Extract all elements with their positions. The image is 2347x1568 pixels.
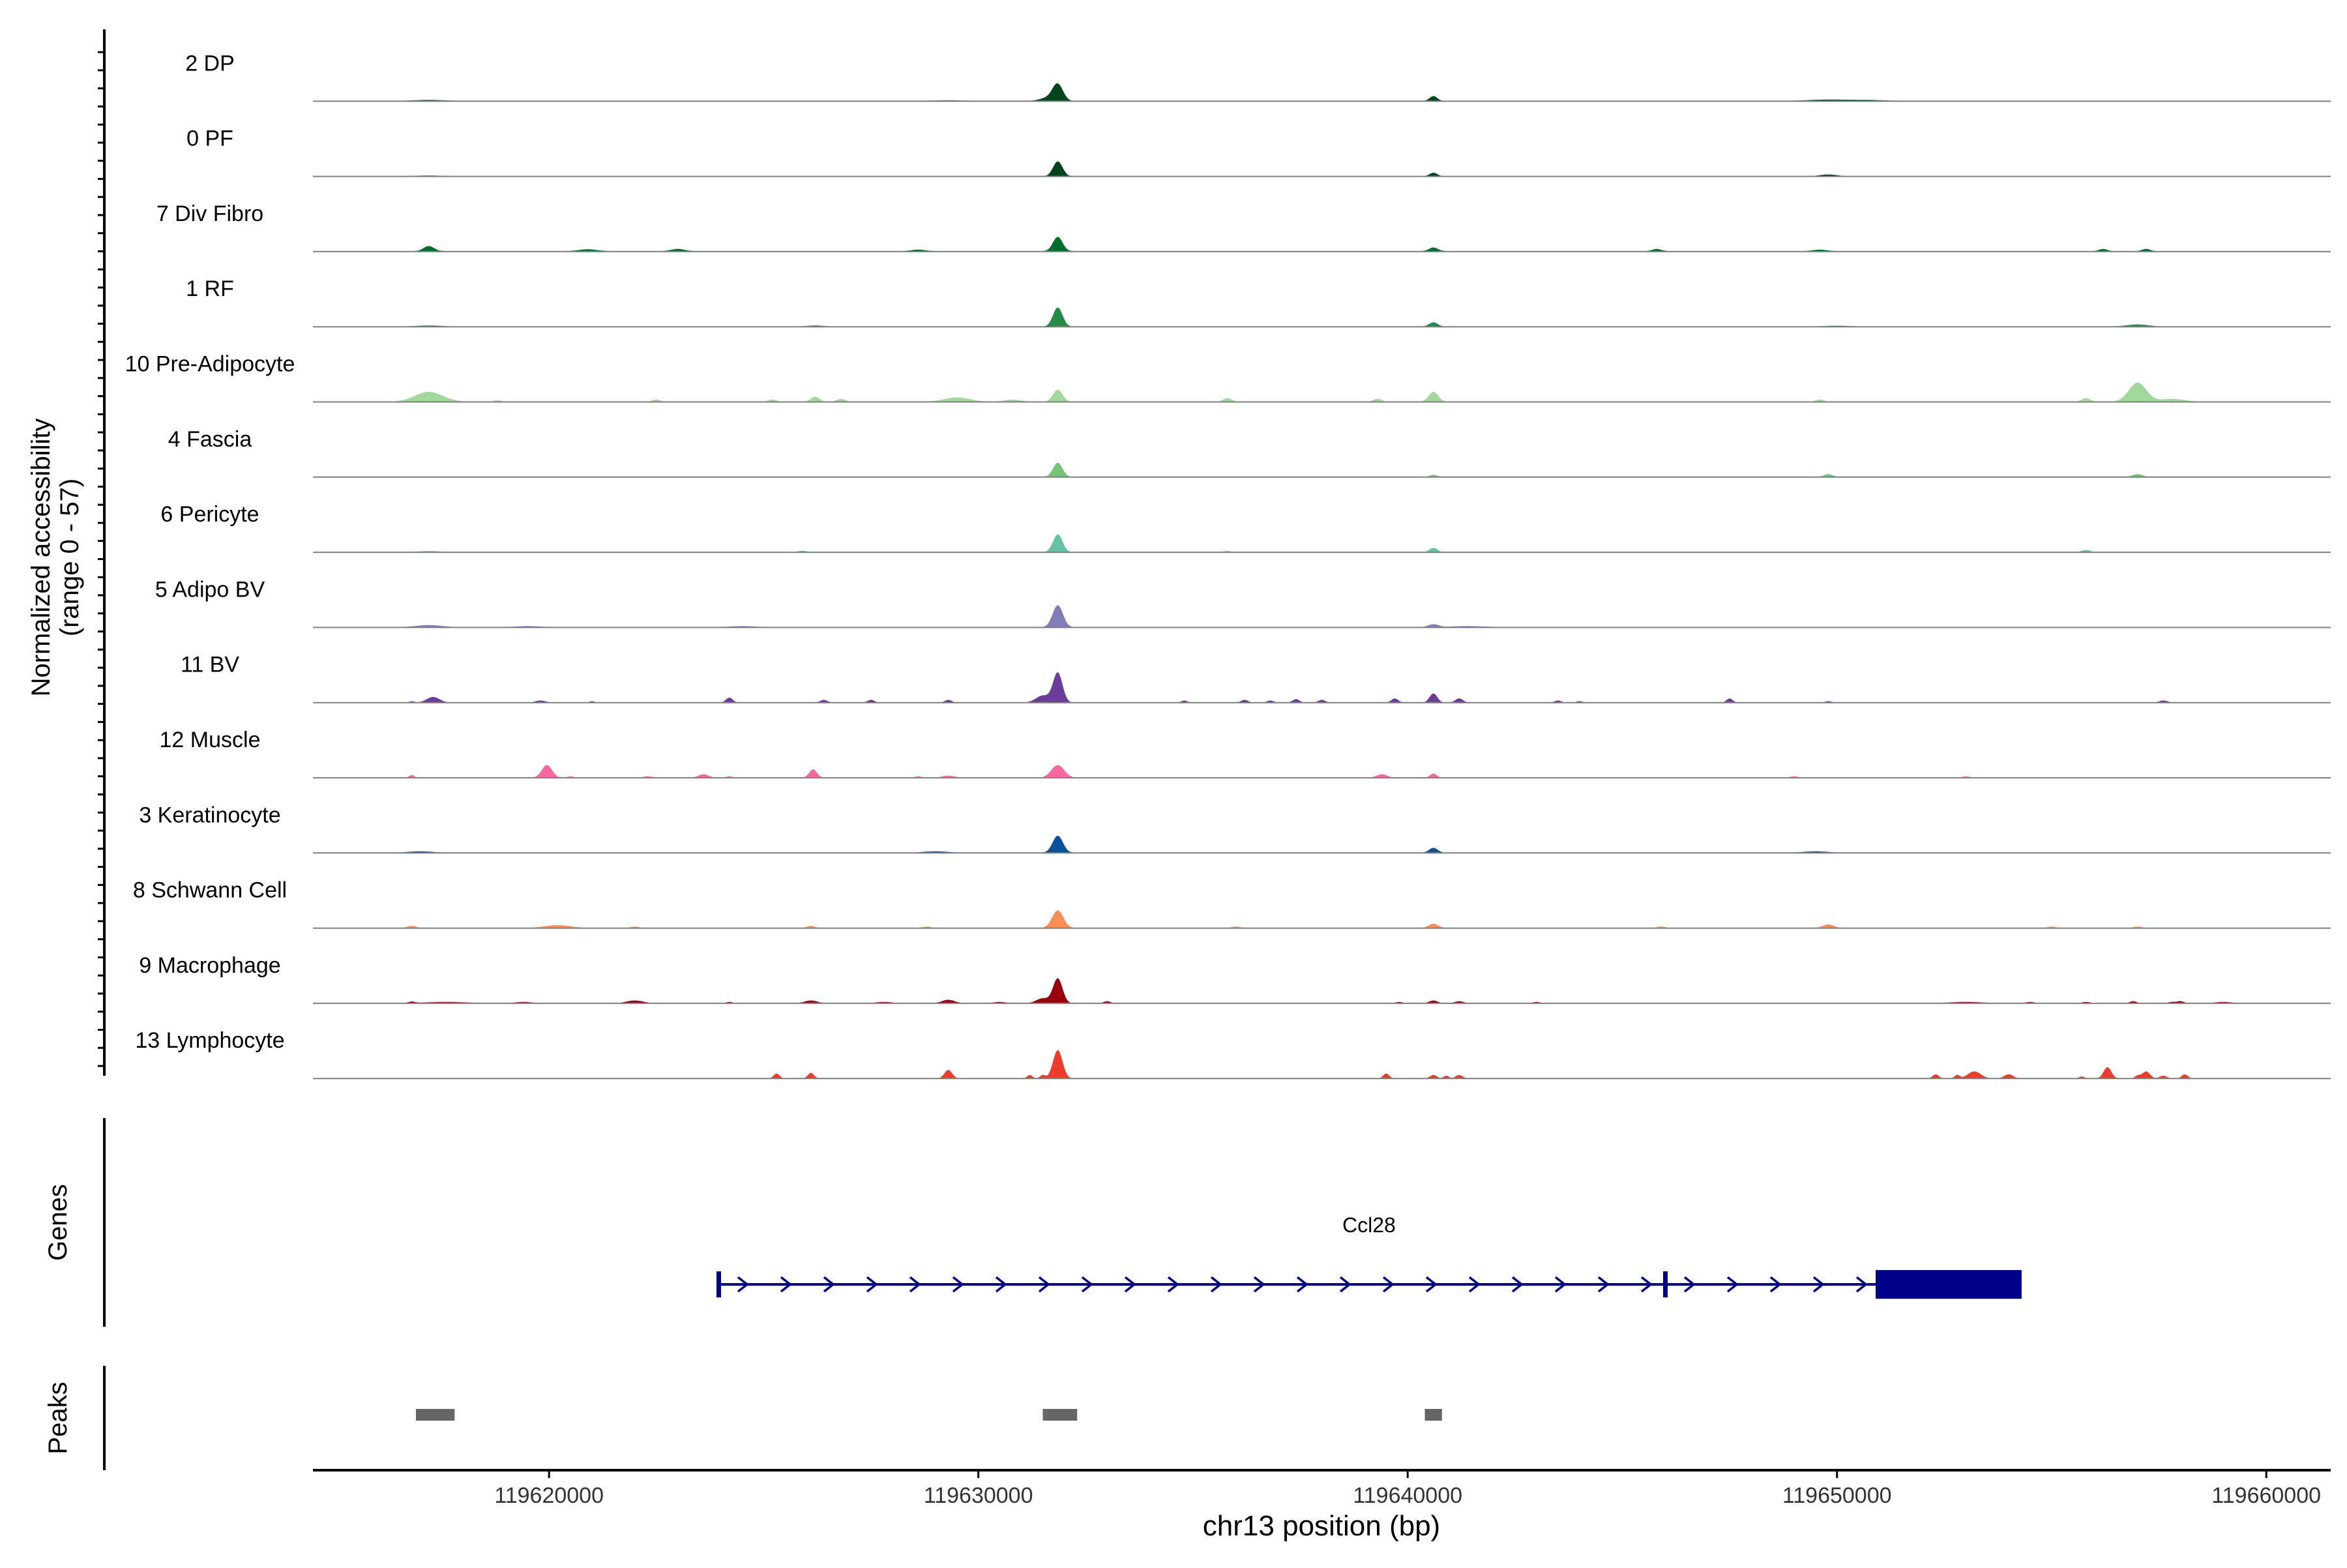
coverage-tracks: 2 DP 0 PF 7 Div Fibro 1 RF 10 Pre-Adipocyte 4… — [125, 51, 2331, 1080]
strand-arrow — [1640, 1276, 1653, 1293]
coverage-track: 5 Adipo BV — [155, 577, 2331, 629]
track-label: 3 Keratinocyte — [139, 803, 280, 827]
gene-annotations: Ccl28 — [716, 1213, 2022, 1299]
strand-arrow — [1597, 1276, 1610, 1293]
x-tick-label: 119620000 — [494, 1483, 604, 1508]
track-label: 11 BV — [181, 653, 239, 677]
coverage-area — [313, 161, 2331, 177]
track-label: 13 Lymphocyte — [135, 1028, 284, 1053]
coverage-area — [313, 534, 2331, 553]
coverage-track: 6 Pericyte — [160, 502, 2331, 554]
genes-track-label: Genes — [44, 1184, 72, 1261]
strand-arrow — [1124, 1276, 1136, 1293]
peak-region — [1424, 1409, 1442, 1421]
strand-arrow — [995, 1276, 1007, 1293]
exon — [1876, 1270, 2022, 1299]
gene-name: Ccl28 — [1342, 1213, 1396, 1237]
coverage-area — [313, 835, 2331, 853]
strand-arrow — [1726, 1276, 1739, 1293]
x-tick-label: 119640000 — [1353, 1483, 1462, 1508]
track-label: 10 Pre-Adipocyte — [125, 352, 295, 377]
strand-arrow — [1425, 1276, 1438, 1293]
strand-arrow — [1382, 1276, 1395, 1293]
strand-arrow — [1210, 1276, 1222, 1293]
strand-arrow — [780, 1276, 792, 1293]
exon — [1663, 1271, 1668, 1297]
strand-arrow — [1468, 1276, 1481, 1293]
coverage-area — [313, 382, 2331, 402]
coverage-track: 12 Muscle — [160, 728, 2331, 778]
coverage-area — [313, 237, 2331, 252]
coverage-track: 9 Macrophage — [139, 953, 2331, 1004]
exon — [716, 1271, 721, 1297]
peak-region — [1042, 1409, 1078, 1421]
strand-arrow — [1038, 1276, 1050, 1293]
coverage-y-axis — [98, 29, 106, 1076]
coverage-track: 8 Schwann Cell — [133, 878, 2331, 929]
strand-arrow — [823, 1276, 835, 1293]
track-label: 12 Muscle — [160, 728, 261, 752]
coverage-track: 1 RF — [186, 276, 2331, 328]
strand-arrow — [1554, 1276, 1567, 1293]
coverage-area — [313, 462, 2331, 477]
track-label: 7 Div Fibro — [156, 201, 263, 226]
strand-arrow — [952, 1276, 964, 1293]
x-axis-title: chr13 position (bp) — [1203, 1510, 1440, 1542]
coverage-area — [313, 672, 2331, 703]
coverage-area — [313, 83, 2331, 102]
strand-arrow — [1167, 1276, 1179, 1293]
strand-arrow — [1812, 1276, 1825, 1293]
coverage-track: 2 DP — [185, 51, 2331, 102]
x-axis: 119620000 119630000 119640000 119650000 1196… — [313, 1469, 2331, 1508]
track-label: 6 Pericyte — [160, 502, 259, 527]
strand-arrow — [737, 1276, 749, 1293]
coverage-track: 7 Div Fibro — [156, 201, 2331, 252]
strand-arrow — [1855, 1276, 1868, 1293]
strand-arrow — [1683, 1276, 1696, 1293]
x-tick-label: 119660000 — [2211, 1483, 2321, 1508]
coverage-y-axis-title: Normalized accessibility — [27, 419, 55, 697]
strand-arrow — [1769, 1276, 1782, 1293]
coverage-track: 10 Pre-Adipocyte — [125, 352, 2331, 403]
track-label: 1 RF — [186, 276, 234, 301]
x-tick-label: 119650000 — [1782, 1483, 1892, 1508]
coverage-track: 11 BV — [181, 653, 2331, 703]
x-tick-label: 119630000 — [924, 1483, 1033, 1508]
strand-arrow — [909, 1276, 921, 1293]
coverage-area — [313, 978, 2331, 1003]
track-label: 9 Macrophage — [139, 953, 280, 978]
coverage-track: 4 Fascia — [168, 427, 2331, 478]
coverage-area — [313, 765, 2331, 778]
coverage-y-axis-range: (range 0 - 57) — [55, 479, 84, 636]
coverage-area — [313, 307, 2331, 327]
strand-arrow — [1253, 1276, 1265, 1293]
peaks-track-label: Peaks — [44, 1382, 72, 1454]
strand-arrow — [1081, 1276, 1093, 1293]
coverage-area — [313, 910, 2331, 928]
coverage-track: 0 PF — [186, 126, 2331, 177]
track-label: 0 PF — [186, 126, 233, 151]
strand-arrow — [866, 1276, 878, 1293]
track-label: 5 Adipo BV — [155, 577, 265, 602]
peak-region — [416, 1409, 455, 1421]
coverage-area — [313, 1050, 2331, 1079]
coverage-track: 13 Lymphocyte — [135, 1028, 2331, 1080]
strand-arrow — [1339, 1276, 1351, 1293]
track-label: 8 Schwann Cell — [133, 878, 287, 903]
track-label: 4 Fascia — [168, 427, 252, 452]
track-label: 2 DP — [185, 51, 235, 76]
strand-arrow — [1511, 1276, 1524, 1293]
strand-arrow — [1296, 1276, 1308, 1293]
coverage-track: 3 Keratinocyte — [139, 803, 2331, 854]
peak-regions — [416, 1409, 1442, 1421]
coverage-area — [313, 605, 2331, 628]
